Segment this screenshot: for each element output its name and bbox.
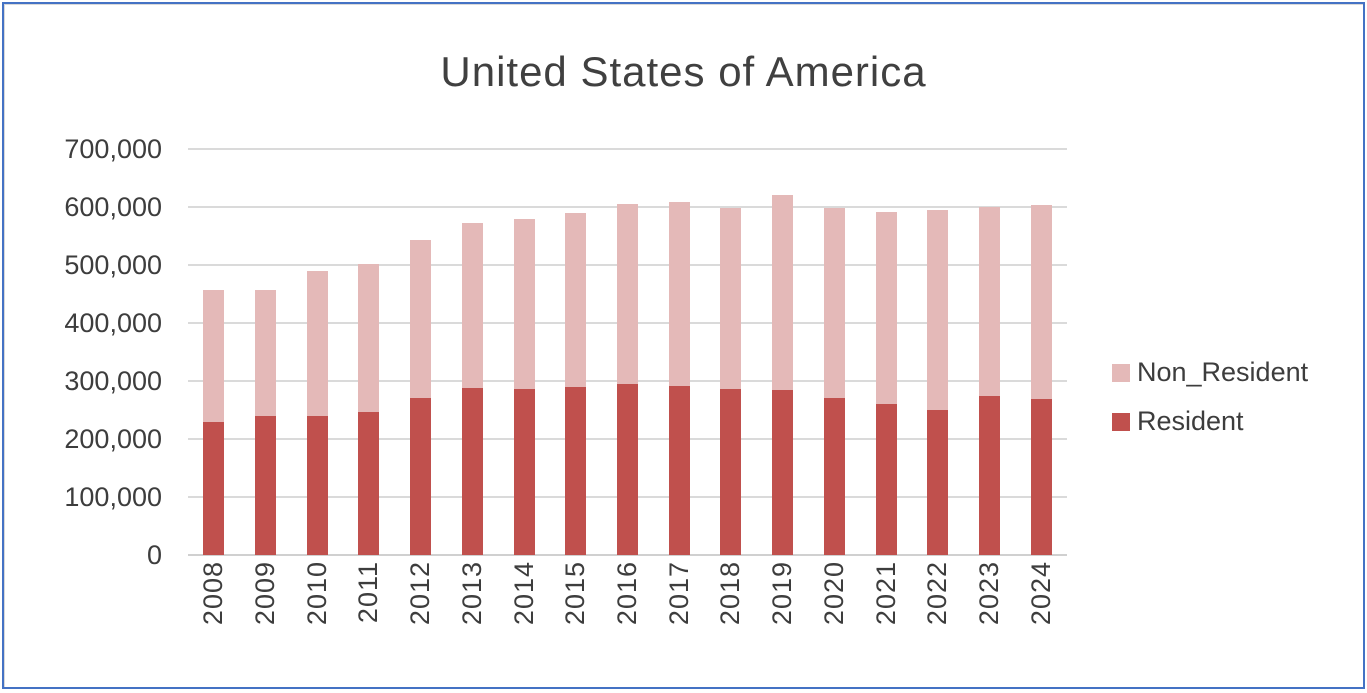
bar-segment-non_resident-2010 bbox=[306, 270, 328, 416]
bar-segment-resident-2008 bbox=[203, 421, 225, 555]
x-tick-2019: 2019 bbox=[757, 561, 809, 665]
x-tick-label: 2016 bbox=[611, 561, 642, 626]
x-tick-label: 2019 bbox=[767, 561, 798, 626]
y-tick-label-100000: 100,000 bbox=[64, 482, 162, 512]
x-tick-2023: 2023 bbox=[964, 561, 1016, 665]
bar-segment-non_resident-2017 bbox=[668, 202, 690, 387]
x-tick-2016: 2016 bbox=[602, 561, 654, 665]
x-tick-label: 2010 bbox=[301, 561, 332, 626]
plot-area bbox=[188, 148, 1067, 556]
bar-segment-non_resident-2021 bbox=[875, 211, 897, 404]
bar-segment-non_resident-2014 bbox=[513, 219, 535, 390]
bar-segment-non_resident-2024 bbox=[1030, 205, 1052, 399]
bar-segment-resident-2016 bbox=[617, 383, 638, 555]
legend-item-non_resident: Non_Resident bbox=[1112, 357, 1308, 388]
x-tick-2013: 2013 bbox=[447, 561, 499, 665]
bar-segment-resident-2012 bbox=[410, 398, 432, 555]
x-tick-label: 2022 bbox=[922, 561, 953, 626]
x-tick-2024: 2024 bbox=[1015, 561, 1067, 665]
bar-segment-non_resident-2011 bbox=[358, 263, 380, 413]
x-tick-label: 2013 bbox=[456, 561, 487, 626]
y-tick-label-500000: 500,000 bbox=[64, 250, 162, 280]
x-tick-label: 2009 bbox=[250, 561, 281, 626]
x-tick-label: 2021 bbox=[870, 561, 901, 626]
x-tick-2009: 2009 bbox=[240, 561, 292, 665]
x-tick-label: 2018 bbox=[715, 561, 746, 626]
x-tick-label: 2008 bbox=[198, 561, 229, 626]
bar-segment-resident-2023 bbox=[978, 395, 1000, 555]
x-tick-2022: 2022 bbox=[912, 561, 964, 665]
y-tick-label-200000: 200,000 bbox=[64, 424, 162, 454]
x-tick-2020: 2020 bbox=[808, 561, 860, 665]
bar-segment-resident-2018 bbox=[720, 389, 742, 555]
x-tick-2008: 2008 bbox=[188, 561, 240, 665]
y-tick-label-300000: 300,000 bbox=[64, 366, 162, 396]
y-tick-label-600000: 600,000 bbox=[64, 192, 162, 222]
x-tick-2011: 2011 bbox=[343, 561, 395, 665]
y-tick-label-0: 0 bbox=[146, 540, 162, 570]
x-tick-label: 2017 bbox=[663, 561, 694, 626]
x-tick-label: 2014 bbox=[508, 561, 539, 626]
bar-segment-non_resident-2022 bbox=[927, 210, 949, 410]
x-tick-label: 2015 bbox=[560, 561, 591, 626]
x-tick-label: 2024 bbox=[1025, 561, 1056, 626]
bar-segment-resident-2015 bbox=[565, 387, 587, 555]
bar-segment-non_resident-2020 bbox=[823, 207, 845, 399]
bar-segment-resident-2017 bbox=[668, 386, 690, 555]
legend-swatch-resident bbox=[1112, 412, 1130, 431]
bar-segment-resident-2010 bbox=[306, 415, 328, 555]
bar-segment-non_resident-2015 bbox=[565, 213, 587, 388]
bar-segment-resident-2009 bbox=[255, 415, 277, 555]
legend-swatch-non_resident bbox=[1112, 363, 1130, 382]
gridline-700000 bbox=[188, 148, 1067, 150]
bar-segment-non_resident-2018 bbox=[720, 208, 742, 390]
bar-segment-non_resident-2019 bbox=[772, 194, 794, 390]
x-tick-2014: 2014 bbox=[498, 561, 550, 665]
legend: Non_Resident Resident bbox=[1112, 357, 1308, 455]
bar-segment-non_resident-2023 bbox=[978, 207, 1000, 396]
x-tick-label: 2012 bbox=[405, 561, 436, 626]
x-tick-label: 2011 bbox=[353, 561, 384, 624]
bar-segment-resident-2014 bbox=[513, 389, 535, 555]
y-tick-label-400000: 400,000 bbox=[64, 308, 162, 338]
bar-segment-resident-2011 bbox=[358, 412, 380, 555]
chart-title: United States of America bbox=[440, 48, 927, 95]
bar-segment-non_resident-2016 bbox=[617, 204, 638, 384]
x-tick-2015: 2015 bbox=[550, 561, 602, 665]
bar-segment-non_resident-2013 bbox=[461, 223, 483, 388]
x-tick-2010: 2010 bbox=[291, 561, 343, 665]
y-tick-label-700000: 700,000 bbox=[64, 134, 162, 164]
x-tick-2018: 2018 bbox=[705, 561, 757, 665]
x-tick-2012: 2012 bbox=[395, 561, 447, 665]
bar-segment-resident-2022 bbox=[927, 410, 949, 555]
legend-label-non_resident: Non_Resident bbox=[1137, 357, 1309, 387]
x-tick-label: 2023 bbox=[973, 561, 1004, 626]
bar-segment-resident-2024 bbox=[1030, 398, 1052, 555]
bar-segment-non_resident-2009 bbox=[255, 289, 277, 416]
bar-segment-resident-2013 bbox=[461, 387, 483, 555]
x-axis-line bbox=[188, 554, 1067, 556]
x-tick-2021: 2021 bbox=[860, 561, 912, 665]
legend-item-resident: Resident bbox=[1112, 406, 1308, 437]
bar-segment-resident-2021 bbox=[875, 403, 897, 555]
bar-segment-non_resident-2008 bbox=[203, 289, 225, 422]
bar-segment-non_resident-2012 bbox=[410, 240, 432, 399]
x-tick-2017: 2017 bbox=[653, 561, 705, 665]
x-tick-label: 2020 bbox=[818, 561, 849, 626]
bar-segment-resident-2020 bbox=[823, 398, 845, 555]
legend-label-resident: Resident bbox=[1137, 406, 1244, 436]
bar-segment-resident-2019 bbox=[772, 389, 794, 555]
